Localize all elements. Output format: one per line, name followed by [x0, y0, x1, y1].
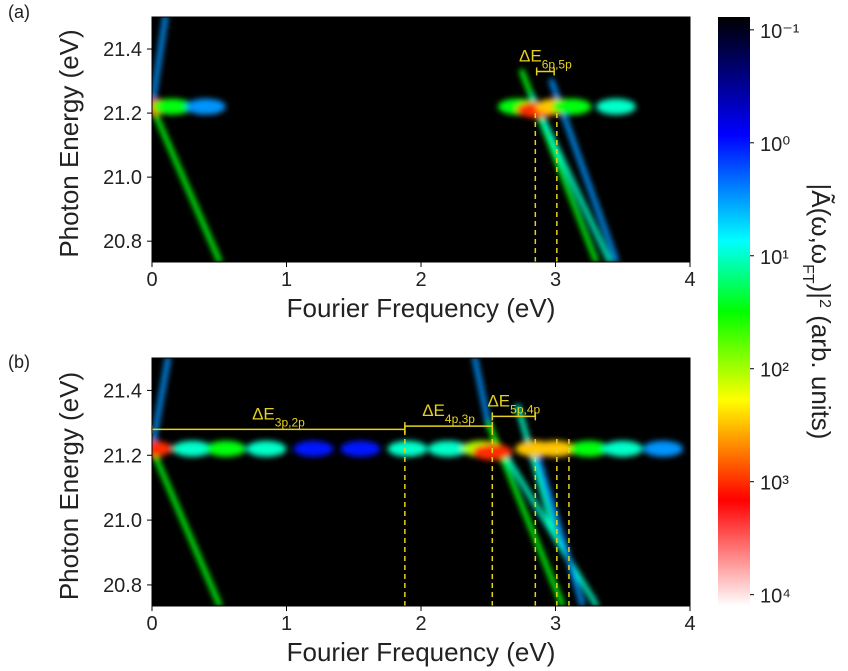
x-axis-title: Fourier Frequency (eV): [287, 637, 556, 667]
colorbar-title-part: FT: [800, 264, 817, 284]
y-tick-label: 20.8: [103, 231, 142, 253]
annotation-sub: 3p,2p: [275, 415, 305, 429]
streak: [152, 446, 222, 606]
colorbar-tick-label: 10²: [760, 360, 789, 382]
heatmap-blur: [152, 17, 637, 262]
streak: [152, 104, 222, 262]
spot: [602, 440, 643, 457]
annotation-label: ΔE4p,3p: [422, 401, 475, 426]
streak: [152, 17, 168, 110]
colorbar: [718, 17, 750, 606]
annotation-main: ΔE: [252, 404, 275, 423]
annotation-label: ΔE5p,4p: [487, 391, 540, 416]
heatmap-blur: [152, 358, 684, 606]
streak: [515, 404, 558, 539]
x-axis-title: Fourier Frequency (eV): [287, 293, 556, 323]
x-tick-label: 2: [415, 613, 426, 635]
y-tick-label: 20.8: [103, 575, 142, 597]
annotation-sub: 6p,5p: [542, 57, 572, 71]
annotation-sub: 4p,3p: [445, 412, 475, 426]
colorbar-title-part: (arb. units): [806, 308, 836, 440]
streak: [530, 94, 612, 262]
x-tick-label: 2: [415, 269, 426, 291]
spot: [551, 98, 592, 115]
x-tick-label: 1: [281, 269, 292, 291]
annotation-main: ΔE: [519, 46, 542, 65]
x-tick-label: 3: [550, 269, 561, 291]
y-tick-label: 21.2: [103, 445, 142, 467]
annotation-main: ΔE: [487, 391, 510, 410]
spot: [387, 440, 428, 457]
colorbar-title: |Ã(ω,ωFT)|2 (arb. units): [800, 184, 837, 440]
x-tick-label: 0: [146, 613, 157, 635]
spot: [569, 440, 610, 457]
colorbar-tick-label: 10⁻¹: [760, 21, 800, 43]
annotation-main: ΔE: [422, 401, 445, 420]
heatmap-layer: [152, 358, 684, 606]
x-tick-label: 1: [281, 613, 292, 635]
colorbar-tick-label: 10⁰: [760, 134, 790, 156]
x-tick-label: 0: [146, 269, 157, 291]
spot: [293, 440, 334, 457]
spot: [643, 440, 684, 457]
colorbar-tick-label: 10¹: [760, 247, 789, 269]
streak: [472, 358, 491, 426]
x-tick-label: 3: [550, 613, 561, 635]
y-tick-label: 21.2: [103, 103, 142, 125]
spot: [246, 440, 287, 457]
x-tick-label: 4: [684, 613, 695, 635]
y-tick-label: 21.4: [103, 380, 142, 402]
y-axis-title: Photon Energy (eV): [54, 372, 84, 600]
x-tick-label: 4: [684, 269, 695, 291]
spot: [185, 98, 226, 115]
panel-label: (b): [8, 352, 30, 372]
streak: [152, 358, 171, 452]
y-axis-title: Photon Energy (eV): [54, 29, 84, 257]
spot: [152, 98, 193, 115]
spot: [205, 440, 246, 457]
spot: [172, 440, 213, 457]
spot: [427, 440, 468, 457]
annotation-label: ΔE6p,5p: [519, 46, 572, 71]
y-tick-label: 21.0: [103, 167, 142, 189]
spot: [535, 440, 576, 457]
panel-label: (a): [8, 2, 30, 22]
colorbar-title-part: |Ã(ω,ω: [806, 184, 836, 265]
heatmap-layer: [152, 17, 637, 262]
annotation-label: ΔE3p,2p: [252, 404, 305, 429]
annotation-sub: 5p,4p: [510, 402, 540, 416]
streak: [499, 446, 599, 606]
plot-background: [152, 17, 690, 262]
y-tick-label: 21.4: [103, 39, 142, 61]
spot: [340, 440, 381, 457]
streak: [532, 446, 585, 606]
colorbar-tick-label: 10³: [760, 473, 789, 495]
plot-background: [152, 358, 690, 606]
colorbar-title-part: )|: [806, 284, 836, 299]
spot: [152, 440, 172, 457]
colorbar-tick-label: 10⁴: [760, 586, 791, 608]
y-tick-label: 21.0: [103, 510, 142, 532]
spot: [596, 98, 637, 115]
colorbar-title-part: 2: [817, 299, 834, 308]
